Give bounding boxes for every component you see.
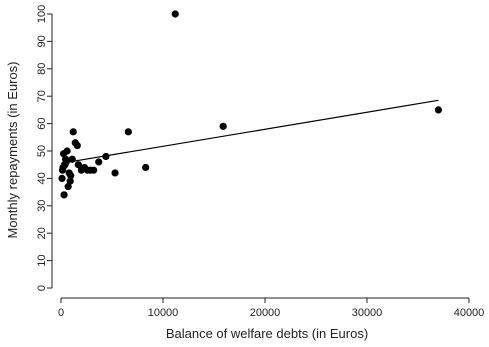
data-point: [95, 158, 103, 166]
y-axis-title: Monthly repayments (in Euros): [5, 61, 20, 238]
data-point: [73, 141, 81, 150]
x-tick-label: 20000: [250, 307, 281, 319]
y-tick-label: 80: [36, 63, 48, 75]
x-axis-title: Balance of welfare debts (in Euros): [166, 326, 368, 341]
data-point: [142, 163, 150, 172]
fit-line: [60, 99, 439, 164]
y-tick-label: 10: [36, 254, 48, 266]
data-point: [90, 166, 98, 174]
data-point: [58, 174, 66, 182]
y-tick-label: 90: [36, 35, 48, 47]
x-tick-label: 30000: [352, 307, 383, 319]
data-point: [219, 122, 227, 130]
data-point: [102, 152, 110, 161]
data-point: [111, 169, 119, 177]
x-tick-label: 40000: [454, 307, 485, 319]
y-tick-label: 60: [36, 117, 48, 129]
x-tick-label: 0: [58, 307, 64, 319]
axes: 0 10 20 30 40 50 60 70 80 90 100 0 10000 20000 30000 40…: [36, 5, 484, 319]
data-point: [60, 191, 68, 199]
data-point: [66, 177, 74, 185]
data-point: [69, 128, 77, 136]
y-tick-label: 20: [36, 227, 48, 239]
data-point: [67, 172, 75, 180]
y-tick-label: 30: [36, 200, 48, 212]
y-tick-label: 40: [36, 172, 48, 184]
data-point: [434, 106, 442, 114]
data-point: [171, 10, 179, 18]
x-tick-label: 10000: [148, 307, 179, 319]
data-point: [63, 147, 71, 155]
y-tick-label: 100: [36, 5, 48, 23]
data-point: [124, 128, 132, 136]
y-tick-label: 50: [36, 145, 48, 157]
data-point: [64, 183, 72, 191]
plot-area: [58, 10, 442, 199]
y-tick-label: 0: [36, 285, 48, 291]
y-tick-label: 70: [36, 90, 48, 102]
data-point: [74, 161, 82, 169]
